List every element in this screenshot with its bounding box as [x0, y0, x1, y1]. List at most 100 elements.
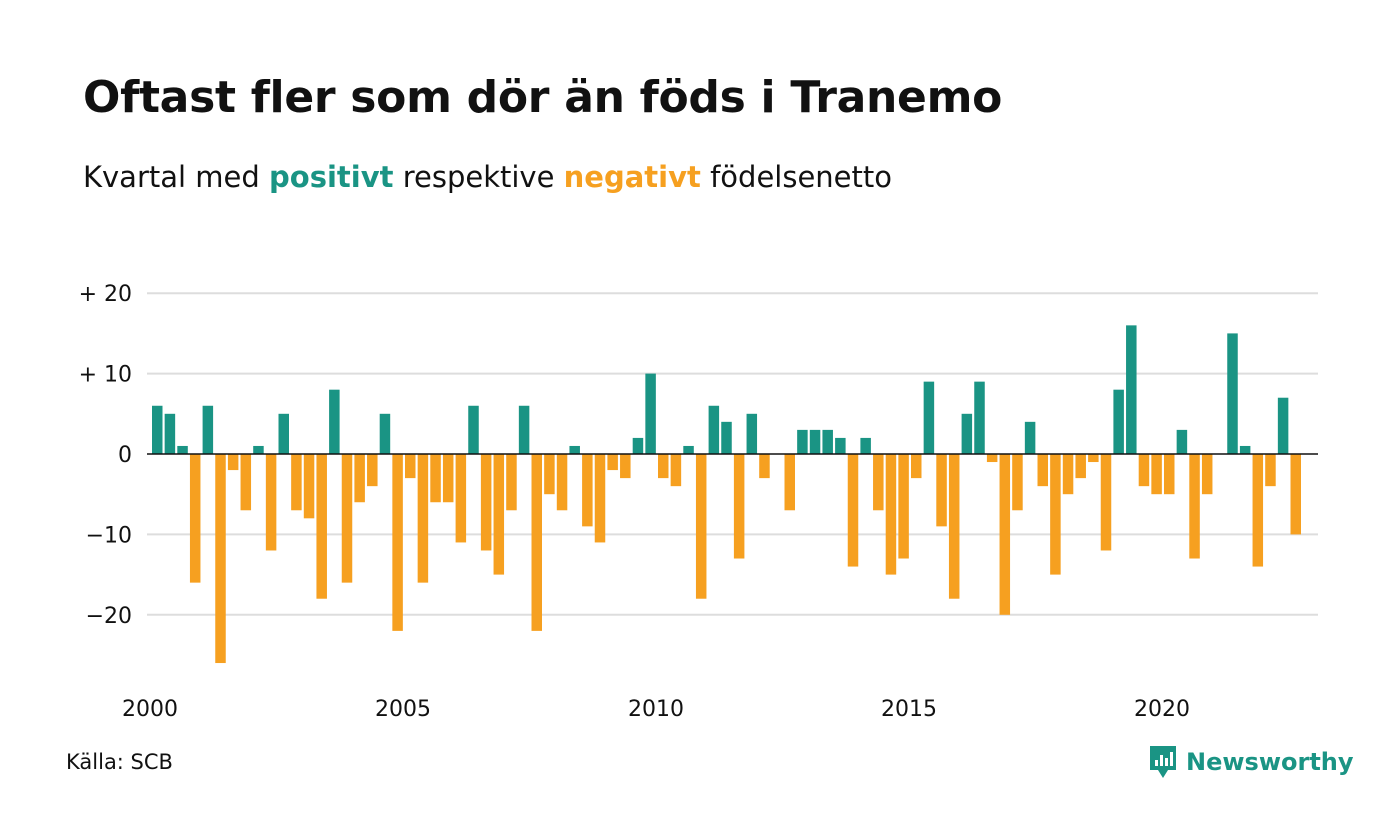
- bar: [379, 413, 391, 454]
- x-tick-label: 2015: [881, 697, 937, 722]
- bar: [1176, 429, 1188, 454]
- brand-name: Newsworthy: [1186, 748, 1354, 776]
- bar: [746, 413, 758, 454]
- bar: [670, 454, 682, 487]
- bar: [152, 405, 163, 454]
- bar: [430, 454, 441, 503]
- bar: [898, 454, 909, 559]
- bar: [164, 413, 176, 454]
- bar: [1138, 454, 1150, 487]
- subtitle-negative-word: negativt: [563, 160, 701, 194]
- bar: [1239, 445, 1251, 454]
- bar: [809, 429, 821, 454]
- bar: [392, 454, 403, 631]
- bar: [265, 454, 277, 551]
- bar: [1164, 454, 1175, 495]
- bar: [1100, 454, 1112, 551]
- bar: [1227, 333, 1238, 454]
- bar: [784, 454, 795, 511]
- bar: [544, 454, 555, 495]
- bar: [873, 454, 884, 511]
- bar: [733, 454, 745, 559]
- bar: [1062, 454, 1074, 495]
- bar: [1126, 325, 1137, 454]
- subtitle-suffix: födelsenetto: [710, 160, 892, 194]
- bar: [480, 454, 492, 551]
- y-tick-label: −20: [86, 604, 132, 629]
- bar: [1050, 454, 1061, 575]
- bar: [658, 454, 669, 479]
- bar: [291, 454, 302, 511]
- bar: [442, 454, 454, 503]
- bar: [695, 454, 707, 599]
- bar: [405, 454, 416, 479]
- bar: [177, 445, 188, 454]
- bar: [556, 454, 568, 511]
- bar: [1201, 454, 1213, 495]
- newsworthy-logo: Newsworthy: [1148, 744, 1354, 780]
- bar: [632, 437, 644, 454]
- bar: [1024, 421, 1036, 454]
- bar: [721, 421, 732, 454]
- newsworthy-logo-icon: [1150, 746, 1176, 778]
- bar: [1189, 454, 1200, 559]
- subtitle-positive-word: positivt: [269, 160, 394, 194]
- bar: [1265, 454, 1276, 487]
- bar: [835, 437, 846, 454]
- y-tick-label: 0: [118, 443, 132, 468]
- bar: [354, 454, 365, 503]
- bar: [455, 454, 467, 543]
- bar: [417, 454, 429, 583]
- bar: [189, 454, 201, 583]
- bar: [999, 454, 1011, 615]
- bar: [936, 454, 947, 527]
- bar: [493, 454, 505, 575]
- bar: [1113, 389, 1124, 454]
- bar: [911, 454, 922, 479]
- bar: [594, 454, 606, 543]
- x-tick-label: 2005: [375, 697, 431, 722]
- y-tick-label: + 20: [79, 282, 132, 307]
- bar: [518, 405, 530, 454]
- bar: [202, 405, 214, 454]
- bar: [569, 445, 580, 454]
- bar: [759, 454, 770, 479]
- bar: [329, 389, 340, 454]
- bar: [683, 445, 694, 454]
- bar: [645, 373, 656, 454]
- bar: [227, 454, 239, 471]
- bar: [240, 454, 252, 511]
- bar: [885, 454, 897, 575]
- y-tick-label: −10: [86, 523, 132, 548]
- bar: [822, 429, 833, 454]
- bar: [607, 454, 618, 471]
- bar: [1088, 454, 1099, 463]
- bar: [974, 381, 985, 454]
- subtitle-middle: respektive: [402, 160, 555, 194]
- bar: [253, 445, 264, 454]
- bar: [316, 454, 327, 599]
- bar: [847, 454, 859, 567]
- bar: [506, 454, 517, 511]
- bar: [1252, 454, 1264, 567]
- bar: [948, 454, 960, 599]
- bar: [215, 454, 226, 664]
- x-tick-label: 2010: [628, 697, 684, 722]
- bar: [303, 454, 315, 519]
- bar: [1151, 454, 1162, 495]
- source-label: Källa: SCB: [66, 750, 173, 774]
- bar: [582, 454, 593, 527]
- bar: [1277, 397, 1289, 454]
- bar: [708, 405, 720, 454]
- bar: [1012, 454, 1023, 511]
- subtitle-prefix: Kvartal med: [83, 160, 260, 194]
- bar: [531, 454, 542, 631]
- bar: [341, 454, 353, 583]
- x-tick-label: 2020: [1134, 697, 1190, 722]
- chart-subtitle: Kvartal med positivt respektive negativt…: [83, 160, 892, 194]
- bar: [1290, 454, 1301, 535]
- bar: [468, 405, 479, 454]
- bar: [986, 454, 998, 463]
- bar: [1037, 454, 1048, 487]
